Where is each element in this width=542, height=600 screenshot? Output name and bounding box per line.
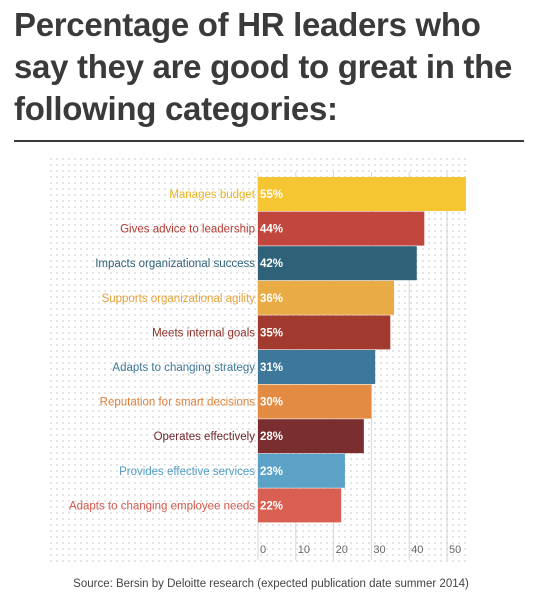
bar [258, 419, 364, 454]
x-tick-label: 10 [298, 544, 310, 556]
x-tick-label: 30 [373, 544, 385, 556]
bar [258, 280, 395, 315]
x-tick-label: 0 [260, 544, 266, 556]
source-note: Source: Bersin by Deloitte research (exp… [73, 578, 469, 590]
bar [258, 177, 466, 211]
data-label: 42% [260, 258, 283, 270]
category-label: Adapts to changing strategy [112, 362, 255, 374]
bars: Manages budget 55% Gives advice to leaders… [69, 177, 466, 523]
data-label: 55% [260, 189, 283, 201]
category-label: Supports organizational agility [102, 293, 256, 305]
x-tick-label: 20 [336, 544, 348, 556]
data-label: 36% [260, 293, 283, 305]
chart-title: Percentage of HR leaders who say they ar… [14, 6, 513, 127]
title-underline [14, 140, 524, 142]
bar [258, 384, 372, 419]
bar [258, 488, 342, 523]
data-label: 22% [260, 500, 283, 512]
category-label: Reputation for smart decisions [100, 397, 256, 409]
bar [258, 315, 391, 350]
category-label: Provides effective services [119, 466, 255, 478]
category-label: Impacts organizational success [95, 258, 255, 270]
data-label: 44% [260, 224, 283, 236]
x-axis: 0 10 20 30 40 50 [260, 544, 461, 556]
data-label: 23% [260, 466, 283, 478]
bar [258, 453, 345, 488]
bar [258, 211, 425, 246]
category-label: Gives advice to leadership [120, 224, 255, 236]
data-label: 31% [260, 362, 283, 374]
bar-chart: Manages budget 55% Gives advice to leaders… [50, 158, 466, 563]
data-label: 28% [260, 431, 283, 443]
category-label: Meets internal goals [152, 327, 255, 339]
category-label: Operates effectively [154, 431, 256, 443]
bar [258, 246, 417, 281]
x-tick-label: 50 [449, 544, 461, 556]
x-tick-label: 40 [411, 544, 423, 556]
bar [258, 350, 376, 384]
data-label: 35% [260, 327, 283, 339]
data-label: 30% [260, 397, 283, 409]
category-label: Adapts to changing employee needs [69, 500, 255, 512]
category-label: Manages budget [169, 189, 255, 201]
